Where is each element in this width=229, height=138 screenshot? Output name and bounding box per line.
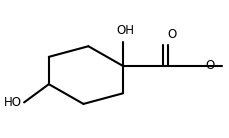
Text: O: O: [205, 59, 214, 72]
Text: OH: OH: [116, 24, 134, 37]
Text: HO: HO: [4, 96, 22, 109]
Text: O: O: [167, 28, 176, 41]
